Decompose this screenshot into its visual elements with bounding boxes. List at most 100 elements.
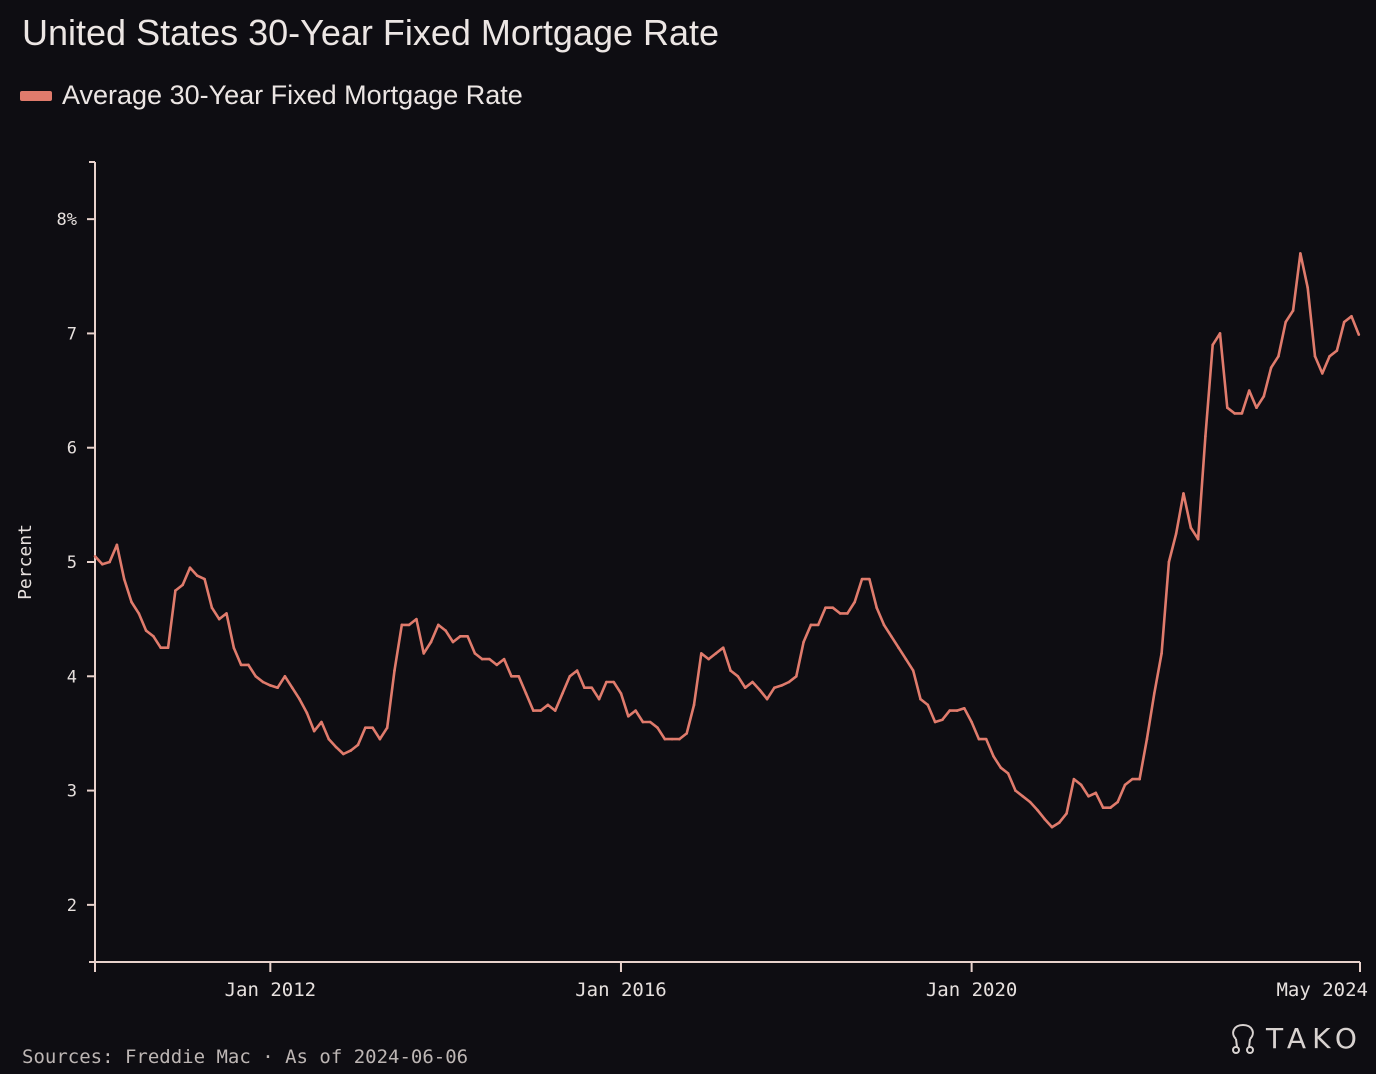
data-point — [276, 686, 279, 690]
data-point — [926, 703, 930, 707]
data-point — [400, 623, 404, 627]
data-point — [992, 754, 995, 758]
source-note: Sources: Freddie Mac · As of 2024-06-06 — [22, 1046, 469, 1068]
data-point — [1277, 354, 1280, 358]
data-point — [846, 612, 849, 615]
data-point — [1291, 309, 1295, 312]
data-point — [363, 726, 367, 730]
data-point — [1218, 332, 1222, 335]
data-point — [1262, 394, 1266, 398]
data-point — [210, 606, 214, 610]
data-point — [787, 680, 791, 684]
data-point — [678, 737, 681, 741]
data-point — [802, 640, 805, 644]
data-point — [1189, 526, 1193, 530]
data-point — [510, 674, 513, 678]
data-point — [1072, 777, 1076, 781]
data-point — [1320, 372, 1324, 375]
data-point — [714, 652, 718, 655]
data-point — [1160, 652, 1163, 655]
data-point — [473, 652, 477, 655]
data-point — [1342, 320, 1346, 324]
data-point — [648, 720, 652, 724]
data-point — [342, 752, 345, 756]
data-point — [612, 680, 615, 684]
octopus-icon — [1232, 1023, 1254, 1054]
data-point — [721, 646, 725, 650]
data-point — [407, 623, 411, 627]
data-point — [1174, 532, 1178, 535]
data-point — [1357, 333, 1361, 336]
data-point — [1145, 737, 1149, 741]
legend: Average 30-Year Fixed Mortgage Rate — [20, 80, 523, 111]
plot-area — [93, 252, 1361, 829]
data-point — [1087, 794, 1090, 798]
data-point — [334, 745, 338, 749]
data-point — [743, 686, 747, 690]
data-point — [415, 617, 418, 621]
data-point — [765, 697, 769, 701]
data-point — [378, 737, 382, 741]
data-point — [532, 709, 535, 712]
data-point — [692, 703, 696, 707]
data-point — [232, 646, 236, 650]
data-point — [422, 652, 426, 655]
data-point — [1094, 791, 1098, 795]
data-point — [707, 657, 710, 661]
data-point — [1240, 412, 1244, 415]
data-point — [619, 692, 623, 695]
data-point — [152, 634, 155, 638]
series-line — [94, 252, 1361, 829]
data-point — [751, 680, 754, 684]
data-point — [437, 623, 440, 627]
data-point — [93, 554, 97, 558]
data-point — [1233, 412, 1236, 415]
data-point — [539, 709, 542, 712]
data-point — [553, 709, 557, 712]
data-point — [385, 726, 389, 730]
data-point — [780, 684, 783, 687]
data-point — [1350, 314, 1353, 318]
data-point — [838, 612, 842, 615]
data-point — [349, 749, 352, 752]
data-point — [188, 566, 192, 570]
data-point — [860, 577, 864, 581]
data-point — [590, 686, 594, 690]
data-point — [853, 600, 857, 604]
data-point — [568, 674, 572, 678]
data-point — [524, 692, 528, 695]
data-point — [1211, 343, 1214, 347]
x-tick-label: Jan 2012 — [225, 979, 317, 1001]
y-tick-label: 2 — [67, 896, 77, 916]
data-point — [736, 674, 740, 678]
data-point — [298, 697, 301, 701]
data-point — [626, 714, 630, 718]
data-point — [904, 657, 908, 661]
data-point — [371, 726, 374, 730]
data-point — [1247, 389, 1251, 392]
data-point — [919, 697, 922, 701]
data-point — [239, 663, 243, 667]
data-point — [685, 732, 689, 735]
data-point — [502, 657, 506, 661]
data-point — [1196, 537, 1200, 541]
data-point — [225, 612, 228, 615]
data-point — [195, 574, 199, 578]
data-point — [1335, 349, 1339, 352]
data-point — [1306, 286, 1309, 290]
data-point — [166, 646, 170, 650]
axes: 2 3 4 5 6 7 8% Jan 2012 Jan 2016 Jan 2020 May 2024 — [57, 161, 1368, 1001]
data-point — [517, 674, 521, 678]
x-tick-label: Jan 2020 — [926, 979, 1018, 1001]
data-point — [466, 634, 469, 638]
data-point — [656, 726, 659, 730]
data-point — [320, 720, 323, 724]
data-point — [122, 577, 126, 581]
data-point — [261, 680, 265, 684]
logo-text: TAKO — [1266, 1022, 1363, 1055]
data-point — [1284, 320, 1288, 324]
data-point — [137, 612, 141, 615]
data-point — [1131, 777, 1134, 781]
data-point — [290, 686, 294, 690]
data-point — [1014, 789, 1017, 792]
